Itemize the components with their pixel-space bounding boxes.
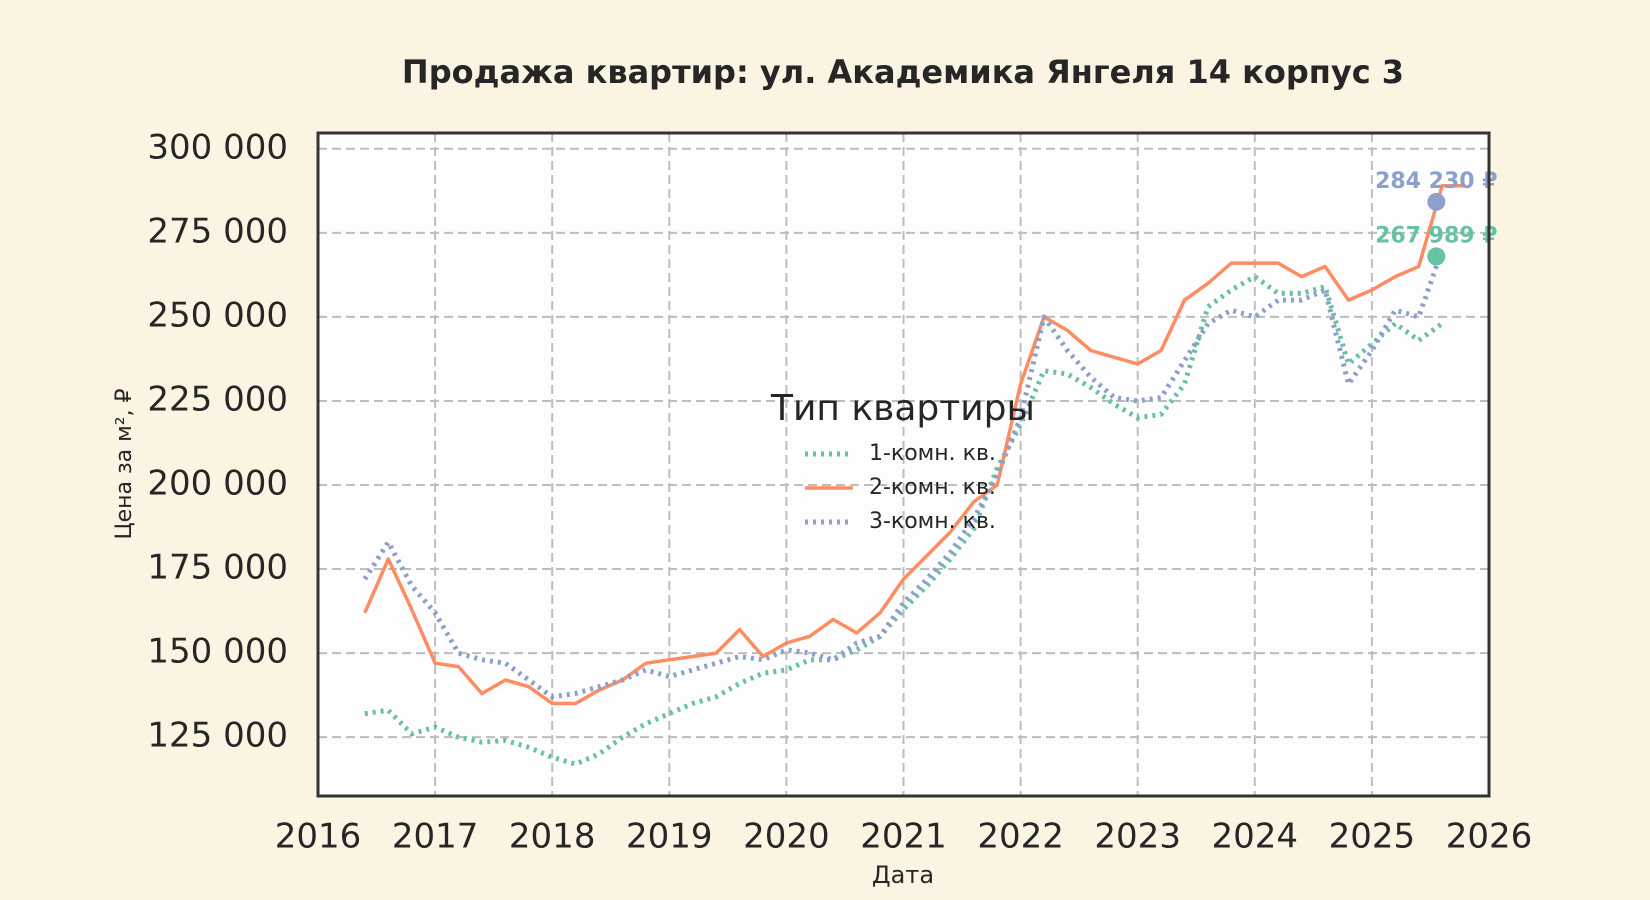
x-tick-label: 2021 — [860, 817, 947, 857]
y-tick-label: 175 000 — [147, 548, 288, 588]
series-line — [362, 248, 1445, 700]
x-tick-label: 2026 — [1446, 817, 1533, 857]
x-tick-label: 2018 — [509, 817, 596, 857]
y-tick-label: 125 000 — [147, 716, 288, 756]
legend-label: 3-комн. кв. — [869, 509, 996, 534]
x-tick-label: 2020 — [743, 817, 830, 857]
series-line — [363, 184, 1466, 706]
x-tick-label: 2017 — [392, 817, 479, 857]
legend-label: 1-комн. кв. — [869, 441, 996, 466]
y-tick-label: 225 000 — [147, 379, 288, 419]
end-label: 284 230 ₽ — [1375, 169, 1497, 194]
x-axis-label: Дата — [872, 861, 934, 889]
y-axis-label: Цена за м², ₽ — [112, 388, 137, 539]
y-tick-label: 150 000 — [147, 632, 288, 672]
end-label: 267 989 ₽ — [1375, 223, 1497, 248]
x-tick-label: 2019 — [626, 817, 713, 857]
series-line — [364, 274, 1444, 767]
y-tick-label: 300 000 — [147, 127, 288, 167]
plot-frame — [316, 131, 1491, 798]
x-tick-label: 2016 — [275, 817, 362, 857]
chart-title: Продажа квартир: ул. Академика Янгеля 14… — [402, 53, 1404, 91]
legend-title: Тип квартиры — [770, 388, 1035, 429]
legend-label: 2-комн. кв. — [869, 475, 996, 500]
y-tick-label: 275 000 — [147, 211, 288, 251]
end-marker — [1427, 192, 1446, 211]
x-tick-label: 2022 — [977, 817, 1064, 857]
x-tick-label: 2023 — [1094, 817, 1181, 857]
x-tick-label: 2024 — [1212, 817, 1299, 857]
end-marker — [1427, 247, 1446, 266]
y-tick-label: 250 000 — [147, 295, 288, 335]
y-tick-label: 200 000 — [147, 464, 288, 504]
x-tick-label: 2025 — [1329, 817, 1416, 857]
